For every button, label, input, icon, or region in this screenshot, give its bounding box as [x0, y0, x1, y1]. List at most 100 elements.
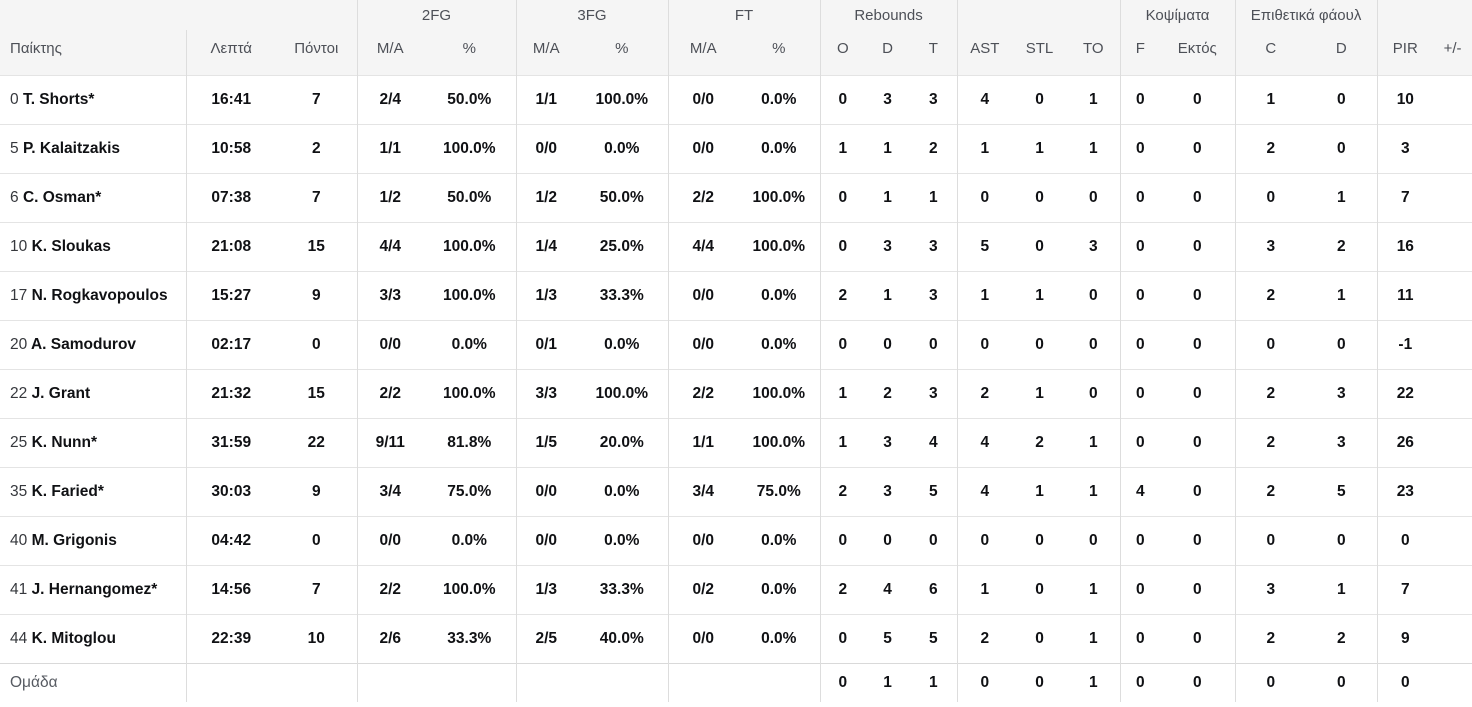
- header-col-ft-pct: %: [738, 30, 821, 75]
- stat-ast: 2: [957, 613, 1013, 663]
- stat-to: 1: [1067, 613, 1121, 663]
- stat-minutes: 21:08: [186, 221, 276, 271]
- stat-block-against: 0: [1160, 368, 1236, 418]
- stat-fg2-pct: 100.0%: [423, 270, 517, 320]
- stat-team-points: [276, 662, 358, 702]
- stat-foul-d: 0: [1306, 123, 1378, 173]
- stat-minutes: 16:41: [186, 74, 276, 124]
- stat-minutes: 30:03: [186, 466, 276, 516]
- header-group-row: 2FG 3FG FT Rebounds Κοψίματα Επιθετικά φάουλ: [0, 0, 1472, 30]
- stat-foul-d: 3: [1306, 368, 1378, 418]
- stat-foul-d: 0: [1306, 74, 1378, 124]
- stat-plus-minus: [1433, 613, 1472, 663]
- player-name: P. Kalaitzakis: [22, 139, 121, 157]
- stat-reb-o: 0: [820, 319, 866, 369]
- header-col-plus-minus: +/-: [1433, 30, 1472, 75]
- player-number: 25: [10, 433, 28, 451]
- stat-foul-c: 0: [1235, 515, 1307, 565]
- stat-reb-o: 0: [820, 221, 866, 271]
- stat-fg3-pct: 0.0%: [576, 466, 669, 516]
- stat-team-fg3-pct: [576, 662, 669, 702]
- stat-reb-t: 4: [910, 417, 958, 467]
- table-header: 2FG 3FG FT Rebounds Κοψίματα Επιθετικά φάουλ …: [0, 0, 1472, 75]
- stat-fg2-pct: 100.0%: [423, 368, 517, 418]
- stat-fg3-pct: 33.3%: [576, 270, 669, 320]
- stat-ft-ma: 0/0: [668, 270, 739, 320]
- stat-team-foul-c: 0: [1235, 662, 1307, 702]
- stat-stl: 0: [1012, 564, 1068, 614]
- header-columns-row: Παίκτης Λεπτά Πόντοι M/A% M/A% M/A% O D T AST STL T…: [0, 30, 1472, 75]
- stat-pir: -1: [1377, 319, 1434, 369]
- player-row: 40 M. Grigonis 04:42 0 0/0 0.0% 0/0 0.0% 0/0 0.0…: [0, 515, 1472, 565]
- player-row: 17 N. Rogkavopoulos 15:27 9 3/3 100.0% 1/3 33.…: [0, 270, 1472, 320]
- stat-plus-minus: [1433, 74, 1472, 124]
- stat-reb-d: 3: [865, 74, 911, 124]
- stat-ft-pct: 0.0%: [738, 74, 821, 124]
- stat-foul-c: 2: [1235, 270, 1307, 320]
- stat-ft-pct: 100.0%: [738, 368, 821, 418]
- stat-ft-ma: 0/2: [668, 564, 739, 614]
- stat-to: 0: [1067, 515, 1121, 565]
- stat-fg2-ma: 2/2: [357, 564, 424, 614]
- stat-block-against: 0: [1160, 172, 1236, 222]
- stat-minutes: 14:56: [186, 564, 276, 614]
- stat-minutes: 15:27: [186, 270, 276, 320]
- stat-block-f: 0: [1120, 417, 1161, 467]
- stat-minutes: 04:42: [186, 515, 276, 565]
- stat-reb-d: 3: [865, 466, 911, 516]
- stat-points: 7: [276, 172, 358, 222]
- stat-team-fg2-ma: [357, 662, 424, 702]
- stat-reb-d: 3: [865, 221, 911, 271]
- header-col-reb-d: D: [865, 30, 911, 75]
- stat-ft-pct: 0.0%: [738, 123, 821, 173]
- header-col-player: Παίκτης: [0, 30, 187, 75]
- header-col-reb-t: T: [910, 30, 958, 75]
- player-cell: 10 K. Sloukas: [0, 221, 187, 271]
- stat-points: 10: [276, 613, 358, 663]
- stat-reb-d: 1: [865, 172, 911, 222]
- stat-block-against: 0: [1160, 466, 1236, 516]
- stat-to: 1: [1067, 466, 1121, 516]
- stat-fg3-pct: 0.0%: [576, 319, 669, 369]
- stat-reb-t: 1: [910, 172, 958, 222]
- stat-points: 15: [276, 221, 358, 271]
- header-group-: Κοψίματα: [1120, 0, 1236, 30]
- stat-block-against: 0: [1160, 319, 1236, 369]
- stat-block-f: 4: [1120, 466, 1161, 516]
- header-col-stl: STL: [1012, 30, 1068, 75]
- player-row: 10 K. Sloukas 21:08 15 4/4 100.0% 1/4 25.0% 4/4…: [0, 221, 1472, 271]
- stat-minutes: 10:58: [186, 123, 276, 173]
- stat-ft-pct: 75.0%: [738, 466, 821, 516]
- stat-fg3-ma: 1/4: [516, 221, 577, 271]
- stat-points: 0: [276, 319, 358, 369]
- player-number: 5: [10, 139, 19, 157]
- stat-reb-t: 6: [910, 564, 958, 614]
- stat-foul-d: 1: [1306, 270, 1378, 320]
- stat-foul-c: 2: [1235, 466, 1307, 516]
- player-row: 20 A. Samodurov 02:17 0 0/0 0.0% 0/1 0.0% 0/0 0.…: [0, 319, 1472, 369]
- stat-fg3-pct: 40.0%: [576, 613, 669, 663]
- stat-reb-t: 0: [910, 515, 958, 565]
- stat-ast: 1: [957, 123, 1013, 173]
- stat-fg2-pct: 100.0%: [423, 564, 517, 614]
- stat-fg2-pct: 0.0%: [423, 319, 517, 369]
- stat-foul-d: 1: [1306, 564, 1378, 614]
- stat-reb-o: 0: [820, 613, 866, 663]
- stat-ft-ma: 4/4: [668, 221, 739, 271]
- stat-team-ast: 0: [957, 662, 1013, 702]
- stat-fg3-pct: 100.0%: [576, 74, 669, 124]
- stat-stl: 0: [1012, 613, 1068, 663]
- player-number: 20: [10, 335, 28, 353]
- stat-reb-o: 2: [820, 270, 866, 320]
- stat-foul-c: 2: [1235, 368, 1307, 418]
- stat-reb-d: 2: [865, 368, 911, 418]
- stat-fg3-ma: 0/0: [516, 123, 577, 173]
- stat-fg3-ma: 1/2: [516, 172, 577, 222]
- stat-to: 1: [1067, 417, 1121, 467]
- stat-foul-c: 0: [1235, 319, 1307, 369]
- stat-team-block-f: 0: [1120, 662, 1161, 702]
- stat-ast: 2: [957, 368, 1013, 418]
- stat-foul-d: 3: [1306, 417, 1378, 467]
- stat-foul-d: 0: [1306, 515, 1378, 565]
- stat-block-against: 0: [1160, 270, 1236, 320]
